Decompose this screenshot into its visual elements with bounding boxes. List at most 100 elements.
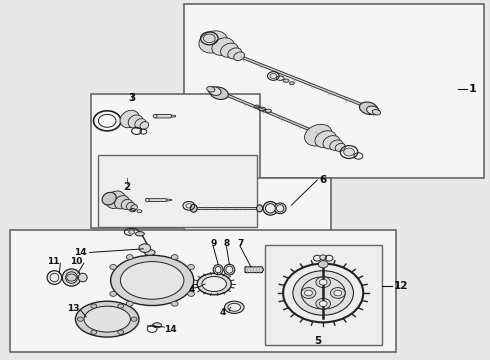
Circle shape xyxy=(318,261,328,268)
Circle shape xyxy=(270,73,277,78)
Circle shape xyxy=(319,301,327,307)
Circle shape xyxy=(126,301,133,306)
Ellipse shape xyxy=(290,82,294,85)
Ellipse shape xyxy=(153,323,161,328)
Polygon shape xyxy=(172,115,175,117)
Text: 2: 2 xyxy=(123,182,130,192)
Polygon shape xyxy=(147,199,167,202)
Text: 4: 4 xyxy=(220,308,226,317)
Text: 8: 8 xyxy=(223,239,229,248)
Ellipse shape xyxy=(323,136,340,149)
Circle shape xyxy=(77,317,83,321)
Circle shape xyxy=(110,291,117,296)
Circle shape xyxy=(118,304,123,308)
Ellipse shape xyxy=(274,203,286,214)
Ellipse shape xyxy=(111,255,194,306)
Ellipse shape xyxy=(234,52,245,60)
Ellipse shape xyxy=(140,122,148,129)
Polygon shape xyxy=(194,207,260,210)
Ellipse shape xyxy=(360,102,378,114)
Ellipse shape xyxy=(283,79,289,82)
Polygon shape xyxy=(243,57,363,106)
Circle shape xyxy=(110,265,117,270)
Ellipse shape xyxy=(146,198,149,202)
Circle shape xyxy=(91,330,97,334)
Ellipse shape xyxy=(84,306,130,332)
Circle shape xyxy=(319,279,327,285)
Bar xyxy=(91,94,260,228)
Ellipse shape xyxy=(330,140,343,150)
Bar xyxy=(184,4,485,178)
Ellipse shape xyxy=(115,195,129,209)
Ellipse shape xyxy=(131,204,137,211)
Circle shape xyxy=(305,290,313,296)
Circle shape xyxy=(129,230,135,234)
Circle shape xyxy=(334,290,342,296)
Circle shape xyxy=(301,288,316,298)
Circle shape xyxy=(188,265,195,270)
Ellipse shape xyxy=(66,272,77,283)
Circle shape xyxy=(139,244,151,252)
Ellipse shape xyxy=(315,131,336,148)
Ellipse shape xyxy=(266,204,275,213)
Text: 14: 14 xyxy=(74,248,87,257)
Ellipse shape xyxy=(276,205,284,212)
Ellipse shape xyxy=(62,269,81,286)
Polygon shape xyxy=(225,94,318,134)
Bar xyxy=(98,155,257,226)
Circle shape xyxy=(118,330,123,334)
Ellipse shape xyxy=(50,273,59,282)
Text: 3: 3 xyxy=(128,93,135,103)
Circle shape xyxy=(171,301,178,306)
Circle shape xyxy=(91,304,97,308)
Circle shape xyxy=(316,277,331,288)
Circle shape xyxy=(126,255,133,260)
Ellipse shape xyxy=(266,109,271,112)
Polygon shape xyxy=(167,199,172,201)
Text: 13: 13 xyxy=(67,304,79,313)
Circle shape xyxy=(171,255,178,260)
Ellipse shape xyxy=(120,110,139,128)
Ellipse shape xyxy=(224,264,235,275)
Ellipse shape xyxy=(128,115,143,128)
Circle shape xyxy=(131,317,137,321)
Circle shape xyxy=(316,298,331,309)
Ellipse shape xyxy=(126,202,135,210)
Circle shape xyxy=(293,271,353,315)
Polygon shape xyxy=(155,114,172,118)
Ellipse shape xyxy=(335,143,345,152)
Ellipse shape xyxy=(257,205,263,212)
Ellipse shape xyxy=(202,276,226,292)
Ellipse shape xyxy=(224,301,244,314)
Ellipse shape xyxy=(372,109,381,115)
Ellipse shape xyxy=(199,31,227,53)
Circle shape xyxy=(320,255,327,260)
Ellipse shape xyxy=(153,114,157,118)
Circle shape xyxy=(331,288,345,298)
Ellipse shape xyxy=(208,87,221,95)
Ellipse shape xyxy=(210,87,228,99)
Text: 1: 1 xyxy=(468,84,476,94)
Text: 9: 9 xyxy=(210,239,217,248)
Ellipse shape xyxy=(215,266,221,273)
Ellipse shape xyxy=(305,124,332,146)
Ellipse shape xyxy=(145,249,155,255)
Circle shape xyxy=(67,274,76,281)
Ellipse shape xyxy=(226,266,233,273)
Ellipse shape xyxy=(78,273,87,282)
Text: 10: 10 xyxy=(70,257,83,266)
Text: 6: 6 xyxy=(319,175,327,185)
Ellipse shape xyxy=(197,273,231,295)
Text: 7: 7 xyxy=(237,239,244,248)
Text: 11: 11 xyxy=(47,257,60,266)
Circle shape xyxy=(343,148,354,156)
Ellipse shape xyxy=(136,231,145,236)
Ellipse shape xyxy=(190,204,197,212)
Ellipse shape xyxy=(106,191,125,208)
Ellipse shape xyxy=(135,119,146,129)
Ellipse shape xyxy=(228,303,241,311)
Ellipse shape xyxy=(121,262,184,299)
Ellipse shape xyxy=(367,106,379,115)
Text: 14: 14 xyxy=(165,325,177,334)
Ellipse shape xyxy=(121,199,132,210)
